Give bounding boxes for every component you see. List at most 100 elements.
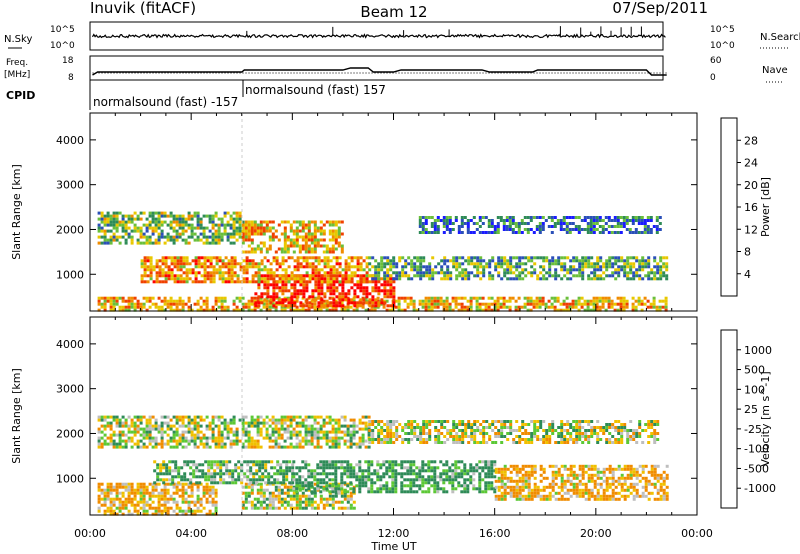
heatmap-cell bbox=[205, 445, 209, 449]
heatmap-cell bbox=[641, 464, 645, 468]
heatmap-cell bbox=[617, 274, 621, 278]
heatmap-cell bbox=[262, 229, 266, 233]
heatmap-cell bbox=[565, 296, 569, 300]
heatmap-cell bbox=[548, 274, 552, 278]
heatmap-cell bbox=[166, 238, 170, 242]
heatmap-cell bbox=[388, 463, 392, 467]
heatmap-cell bbox=[503, 271, 507, 275]
heatmap-cell bbox=[103, 418, 107, 422]
heatmap-cell bbox=[199, 442, 203, 446]
heatmap-cell bbox=[424, 469, 428, 473]
heatmap-cell bbox=[607, 302, 611, 306]
heatmap-cell bbox=[205, 238, 209, 242]
heatmap-cell bbox=[311, 271, 315, 275]
heatmap-cell bbox=[177, 481, 181, 485]
heatmap-cell bbox=[172, 436, 176, 440]
heatmap-cell bbox=[292, 485, 296, 489]
heatmap-cell bbox=[611, 470, 615, 474]
heatmap-cell bbox=[260, 295, 264, 299]
heatmap-cell bbox=[133, 308, 137, 312]
heatmap-cell bbox=[500, 491, 504, 495]
heatmap-cell bbox=[575, 274, 579, 278]
heatmap-cell bbox=[623, 464, 627, 468]
heatmap-cell bbox=[178, 226, 182, 230]
heatmap-cell bbox=[151, 445, 155, 449]
heatmap-cell bbox=[581, 488, 585, 492]
heatmap-cell bbox=[143, 265, 147, 269]
heatmap-cell bbox=[140, 259, 144, 263]
heatmap-cell bbox=[97, 485, 101, 489]
heatmap-cell bbox=[643, 228, 647, 231]
heatmap-cell bbox=[173, 265, 177, 269]
heatmap-cell bbox=[112, 503, 116, 507]
heatmap-cell bbox=[518, 470, 522, 474]
heatmap-cell bbox=[470, 262, 474, 266]
heatmap-cell bbox=[217, 241, 221, 245]
heatmap-cell bbox=[109, 421, 113, 425]
heatmap-cell bbox=[187, 427, 191, 431]
heatmap-cell bbox=[253, 296, 257, 300]
heatmap-cell bbox=[115, 299, 119, 303]
heatmap-cell bbox=[577, 296, 581, 300]
heatmap-cell bbox=[524, 268, 528, 272]
heatmap-cell bbox=[173, 262, 177, 266]
heatmap-cell bbox=[224, 262, 228, 266]
heatmap-cell bbox=[329, 274, 333, 278]
heatmap-cell bbox=[151, 226, 155, 230]
heatmap-cell bbox=[448, 222, 452, 225]
heatmap-cell bbox=[295, 235, 299, 239]
heatmap-cell bbox=[389, 262, 393, 266]
heatmap-cell bbox=[397, 308, 401, 312]
heatmap-cell bbox=[359, 304, 363, 308]
heatmap-cell bbox=[352, 469, 356, 473]
heatmap-cell bbox=[184, 488, 188, 492]
heatmap-cell bbox=[97, 299, 101, 303]
heatmap-cell bbox=[493, 228, 497, 231]
heatmap-cell bbox=[149, 277, 153, 281]
heatmap-cell bbox=[270, 475, 274, 479]
heatmap-cell bbox=[263, 280, 267, 284]
heatmap-cell bbox=[367, 478, 371, 482]
heatmap-cell bbox=[475, 222, 479, 225]
heatmap-cell bbox=[187, 299, 191, 303]
heatmap-cell bbox=[187, 482, 191, 486]
heatmap-cell bbox=[284, 277, 288, 281]
heatmap-cell bbox=[410, 277, 414, 281]
heatmap-cell bbox=[186, 463, 190, 467]
heatmap-cell bbox=[228, 475, 232, 479]
heatmap-cell bbox=[151, 302, 155, 306]
heatmap-cell bbox=[365, 271, 369, 275]
heatmap-cell bbox=[130, 235, 134, 239]
heatmap-cell bbox=[265, 299, 269, 303]
heatmap-cell bbox=[361, 478, 365, 482]
heatmap-cell bbox=[433, 302, 437, 306]
heatmap-cell bbox=[292, 229, 296, 233]
heatmap-cell bbox=[421, 490, 425, 494]
heatmap-cell bbox=[490, 466, 494, 470]
heatmap-cell bbox=[235, 430, 239, 434]
heatmap-cell bbox=[160, 439, 164, 443]
cpid-value-2: normalsound (fast) 157 bbox=[245, 83, 386, 97]
heatmap-cell bbox=[253, 229, 257, 233]
heatmap-cell bbox=[649, 231, 653, 234]
heatmap-cell bbox=[115, 424, 119, 428]
heatmap-cell bbox=[436, 475, 440, 479]
heatmap-cell bbox=[392, 295, 396, 299]
heatmap-cell bbox=[601, 299, 605, 303]
heatmap-cell bbox=[307, 247, 311, 251]
heatmap-cell bbox=[271, 415, 275, 419]
heatmap-cell bbox=[541, 216, 545, 219]
heatmap-cell bbox=[475, 228, 479, 231]
heatmap-cell bbox=[247, 494, 251, 498]
heatmap-cell bbox=[307, 463, 311, 467]
heatmap-cell bbox=[313, 229, 317, 233]
heatmap-cell bbox=[310, 238, 314, 242]
heatmap-cell bbox=[592, 222, 596, 225]
heatmap-cell bbox=[121, 424, 125, 428]
heatmap-cell bbox=[151, 500, 155, 504]
heatmap-cell bbox=[145, 430, 149, 434]
heatmap-cell bbox=[244, 226, 248, 230]
heatmap-cell bbox=[419, 262, 423, 266]
heatmap-cell bbox=[332, 268, 336, 272]
